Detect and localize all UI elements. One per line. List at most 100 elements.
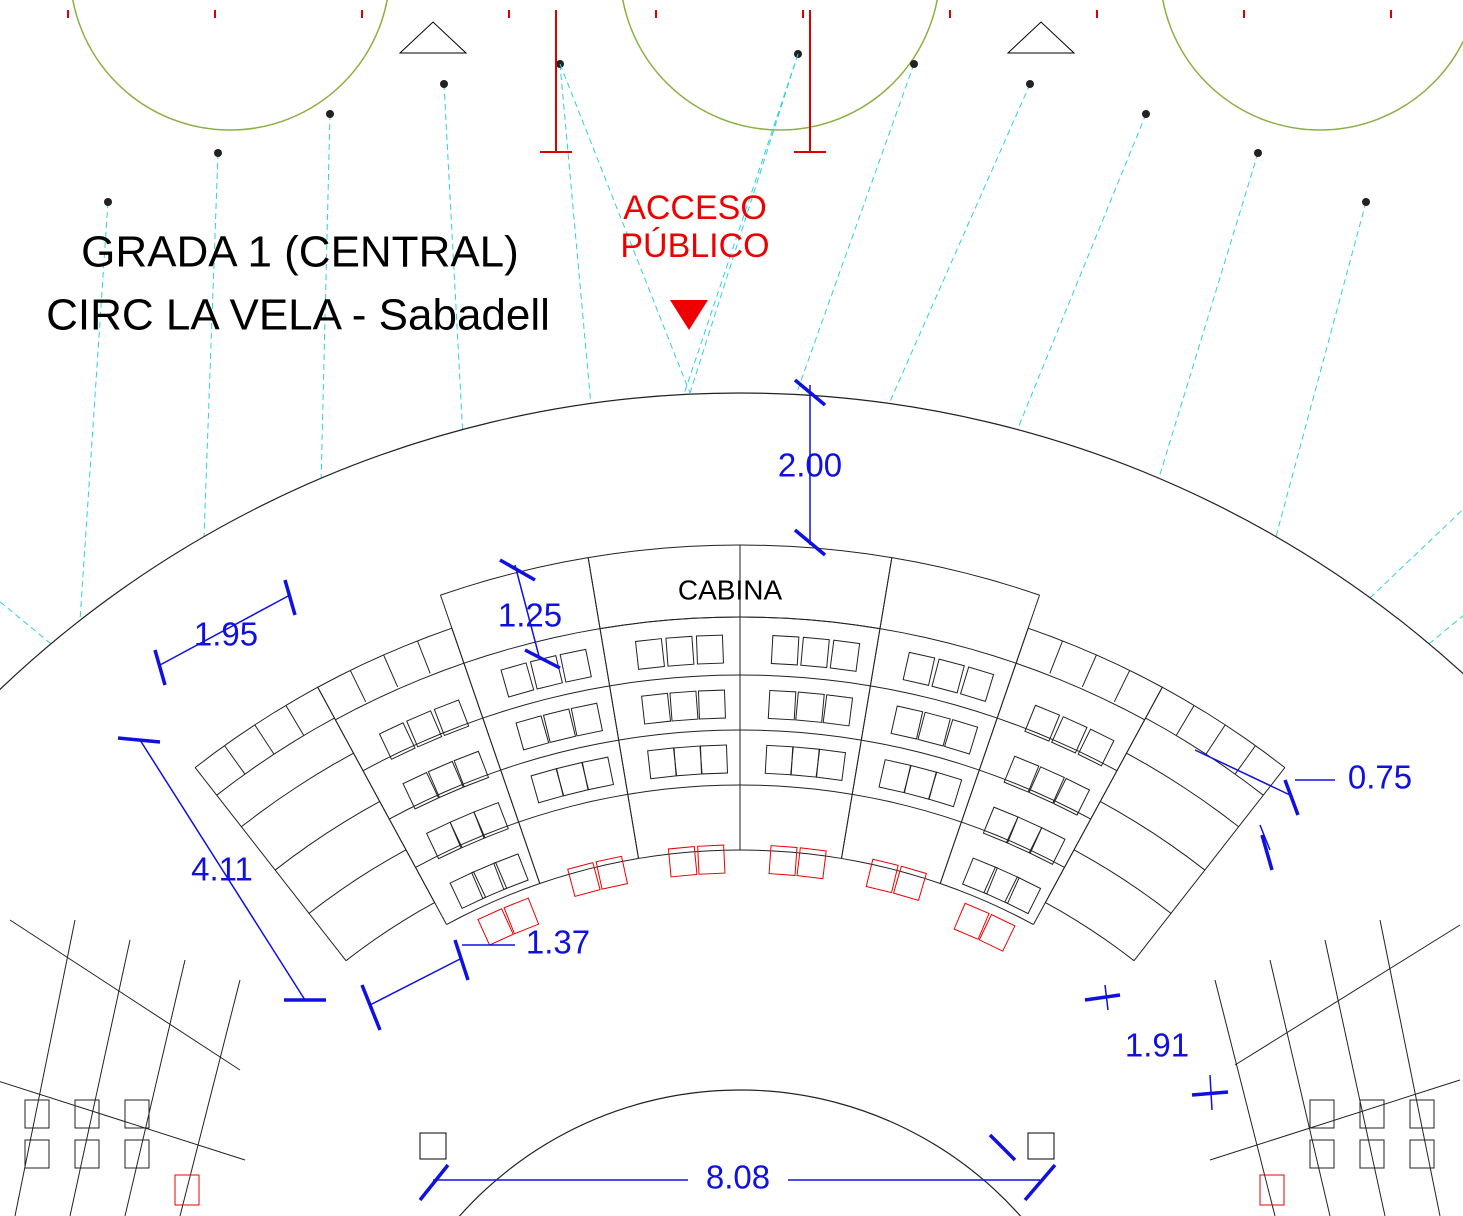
seat-box: [224, 745, 246, 775]
sight-line: [559, 63, 592, 404]
seat: [943, 719, 979, 755]
sight-line: [1158, 152, 1259, 479]
dot: [1142, 110, 1150, 118]
side-edge: [9, 919, 241, 1071]
seat: [982, 806, 1019, 844]
row-line: [463, 628, 601, 664]
seat-box: [1113, 670, 1131, 703]
dot: [440, 80, 448, 88]
seat: [1028, 827, 1066, 865]
sector-arc: [345, 902, 435, 962]
seat: [961, 857, 998, 895]
seat: [890, 705, 924, 740]
row-line: [1015, 662, 1145, 721]
sight-line: [443, 83, 464, 430]
seat: [647, 747, 678, 780]
row-line: [482, 685, 610, 719]
side-edge: [1324, 939, 1386, 1216]
seat: [1003, 755, 1040, 793]
row-line: [1126, 752, 1239, 828]
dimension-label: 1.91: [1125, 1027, 1189, 1064]
symbol: [1006, 21, 1076, 54]
seat: [903, 764, 937, 800]
row-line: [739, 616, 881, 630]
seat: [673, 745, 703, 777]
seat: [697, 689, 726, 720]
row-line: [599, 616, 741, 630]
side-seat: [1309, 1139, 1335, 1169]
green-circle: [622, 0, 938, 131]
dot: [214, 149, 222, 157]
seat: [764, 744, 794, 776]
sector-arc: [638, 849, 741, 859]
side-seat: [124, 1139, 150, 1169]
row-line: [308, 849, 407, 914]
seat: [1004, 876, 1042, 915]
seat: [699, 744, 729, 775]
row-line: [627, 784, 741, 795]
row-line: [852, 793, 962, 823]
seat: [917, 711, 951, 747]
dot: [326, 110, 334, 118]
side-seat: [124, 1099, 150, 1129]
front-seat: [865, 858, 899, 894]
seat: [581, 756, 615, 791]
seat: [669, 690, 699, 722]
seat: [878, 759, 912, 794]
dimension-label: 1.95: [194, 616, 258, 653]
access-label: ACCESO: [623, 189, 767, 227]
row-line: [618, 729, 741, 741]
seat: [530, 768, 565, 804]
sector-edge: [194, 767, 347, 961]
row-line: [500, 739, 619, 771]
row-line: [861, 739, 980, 771]
seat: [449, 871, 487, 910]
row-line: [870, 685, 998, 719]
dimension-label: 1.25: [498, 597, 562, 634]
row-line: [274, 801, 380, 871]
seat-box: [1205, 724, 1226, 755]
seat: [378, 722, 416, 760]
sector-edge: [1133, 767, 1286, 961]
row-line: [1073, 849, 1172, 914]
seat: [822, 694, 854, 727]
sight-line: [1275, 201, 1367, 537]
seat-box: [1175, 705, 1195, 736]
sector-arc: [1027, 627, 1163, 688]
row-line: [599, 616, 741, 630]
side-edge: [0, 1081, 246, 1161]
seat: [1077, 728, 1115, 767]
row-line: [609, 674, 741, 687]
dot: [910, 60, 918, 68]
sector-arc: [539, 857, 639, 884]
side-edge: [124, 959, 186, 1216]
seat: [927, 771, 963, 808]
sector-arc: [1045, 902, 1135, 962]
sector-arc: [841, 857, 941, 884]
sector-arc: [940, 883, 1034, 925]
seat-box: [285, 705, 305, 736]
row-line: [997, 717, 1118, 772]
seat: [931, 658, 965, 694]
sector-edge: [587, 557, 639, 859]
row-line: [1145, 717, 1264, 796]
dot: [556, 60, 564, 68]
seat: [449, 811, 486, 849]
side-edge: [1234, 924, 1461, 1066]
seat-box: [416, 640, 431, 674]
outer-arc: [0, 392, 1463, 691]
seat: [1028, 766, 1065, 804]
front-seat: [595, 855, 629, 890]
seat: [500, 662, 535, 698]
seat: [515, 715, 550, 751]
seat: [542, 708, 577, 744]
seat: [406, 710, 443, 748]
access-frame: [540, 10, 826, 153]
seat-box: [383, 654, 399, 688]
green-circle: [1162, 0, 1463, 131]
side-edge: [1209, 1079, 1461, 1161]
side-edge: [1269, 959, 1331, 1216]
side-edge: [1379, 919, 1441, 1216]
sector-arc: [588, 544, 741, 559]
